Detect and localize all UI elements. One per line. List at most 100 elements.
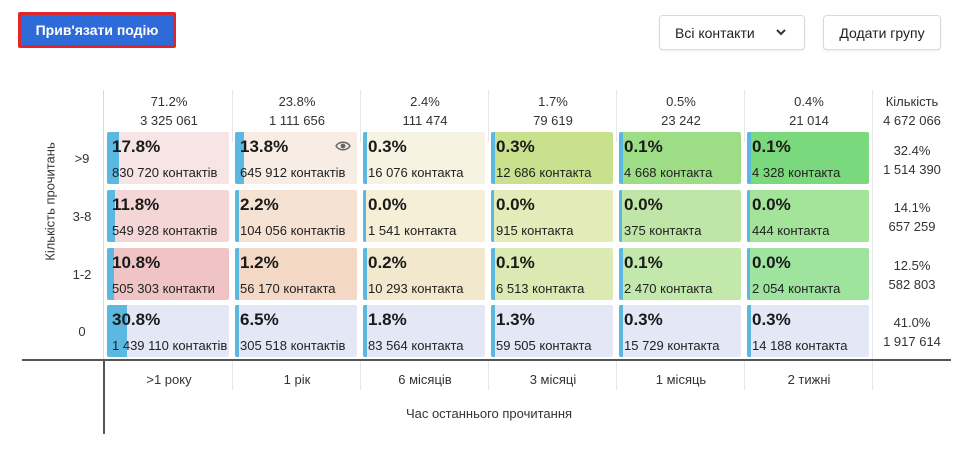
heatmap-cell[interactable]: 0.1% 4 668 контакта xyxy=(619,132,741,184)
column-percent: 0.4% xyxy=(794,94,824,109)
cell-percent: 2.2% xyxy=(240,195,279,214)
cell-contacts: 83 564 контакта xyxy=(368,338,464,353)
row-total-percent: 32.4% xyxy=(893,143,931,158)
cell-percent: 0.3% xyxy=(368,137,407,156)
share-bar xyxy=(363,305,367,357)
heatmap-cell[interactable]: 17.8% 830 720 контактів xyxy=(107,132,229,184)
row-total-percent: 12.5% xyxy=(893,258,931,273)
cell-contacts: 1 439 110 контактів xyxy=(112,338,228,353)
cell-percent: 0.0% xyxy=(752,195,791,214)
cell-contacts: 4 668 контакта xyxy=(624,165,713,180)
share-bar xyxy=(619,132,623,184)
axis-divider xyxy=(360,360,361,390)
cell-contacts: 4 328 контакта xyxy=(752,165,841,180)
column-header: 1.7% 79 619 xyxy=(489,92,617,130)
heatmap-cell[interactable]: 0.0% 1 541 контакта xyxy=(363,190,485,242)
heatmap-cell[interactable]: 1.3% 59 505 контакта xyxy=(491,305,613,357)
heatmap-cell[interactable]: 0.3% 14 188 контакта xyxy=(747,305,869,357)
cell-percent: 6.5% xyxy=(240,310,279,329)
column-header: 0.5% 23 242 xyxy=(617,92,745,130)
cell-percent: 0.2% xyxy=(368,253,407,272)
column-header: 0.4% 21 014 xyxy=(745,92,873,130)
cell-percent: 0.1% xyxy=(624,137,663,156)
add-group-button[interactable]: Додати групу xyxy=(823,15,941,50)
heatmap-cell[interactable]: 0.1% 4 328 контакта xyxy=(747,132,869,184)
cell-contacts: 915 контакта xyxy=(496,223,574,238)
column-count: 3 325 061 xyxy=(140,113,198,128)
share-bar xyxy=(747,305,751,357)
heatmap-cell[interactable]: 10.8% 505 303 контакти xyxy=(107,248,229,300)
heatmap-cell[interactable]: 6.5% 305 518 контактів xyxy=(235,305,357,357)
share-bar xyxy=(363,248,367,300)
heatmap-cell[interactable]: 30.8% 1 439 110 контактів xyxy=(107,305,229,357)
header-divider xyxy=(616,90,617,142)
heatmap-cell[interactable]: 0.0% 375 контакта xyxy=(619,190,741,242)
share-bar xyxy=(747,248,750,300)
x-axis-label: 3 місяці xyxy=(529,372,577,387)
cell-percent: 0.3% xyxy=(624,310,663,329)
share-bar xyxy=(363,190,366,242)
cell-contacts: 2 054 контакта xyxy=(752,281,841,296)
heatmap-cell[interactable]: 1.2% 56 170 контакта xyxy=(235,248,357,300)
totals-header-label: Кількість xyxy=(885,94,939,109)
chevron-down-icon xyxy=(776,29,786,36)
cell-contacts: 16 076 контакта xyxy=(368,165,464,180)
bind-event-button[interactable]: Прив'язати подію xyxy=(18,12,176,48)
row-total-percent: 41.0% xyxy=(893,315,931,330)
cell-percent: 13.8% xyxy=(240,137,289,156)
x-axis-label: 6 місяців xyxy=(398,372,452,387)
row-label: 0 xyxy=(78,324,86,339)
row-total-count: 1 514 390 xyxy=(883,162,941,177)
cell-contacts: 549 928 контактів xyxy=(112,223,218,238)
heatmap-cell[interactable]: 0.0% 915 контакта xyxy=(491,190,613,242)
totals-header-count: 4 672 066 xyxy=(883,113,941,128)
column-percent: 1.7% xyxy=(538,94,568,109)
cell-percent: 0.1% xyxy=(496,253,535,272)
heatmap-cell[interactable]: 0.0% 2 054 контакта xyxy=(747,248,869,300)
cell-contacts: 505 303 контакти xyxy=(112,281,215,296)
share-bar xyxy=(619,248,623,300)
cell-percent: 0.0% xyxy=(368,195,407,214)
column-percent: 71.2% xyxy=(150,94,188,109)
header-divider xyxy=(232,90,233,142)
cell-contacts: 375 контакта xyxy=(624,223,702,238)
column-header: 2.4% 111 474 xyxy=(361,92,489,130)
heatmap-cell[interactable]: 0.2% 10 293 контакта xyxy=(363,248,485,300)
eye-icon[interactable] xyxy=(335,140,351,152)
contacts-filter-dropdown[interactable]: Всі контакти xyxy=(659,15,805,50)
cell-contacts: 2 470 контакта xyxy=(624,281,713,296)
heatmap-cell[interactable]: 0.3% 15 729 контакта xyxy=(619,305,741,357)
row-total: 14.1% 657 259 xyxy=(872,198,952,236)
x-axis-label: 1 рік xyxy=(283,372,311,387)
heatmap-cell[interactable]: 0.0% 444 контакта xyxy=(747,190,869,242)
cell-contacts: 6 513 контакта xyxy=(496,281,585,296)
cell-contacts: 104 056 контактів xyxy=(240,223,346,238)
cell-contacts: 56 170 контакта xyxy=(240,281,336,296)
heatmap-cell[interactable]: 0.1% 2 470 контакта xyxy=(619,248,741,300)
cell-percent: 11.8% xyxy=(112,195,160,214)
row-label: >9 xyxy=(74,151,90,166)
axis-divider xyxy=(744,360,745,390)
cell-percent: 1.3% xyxy=(496,310,535,329)
share-bar xyxy=(235,132,244,184)
cell-percent: 0.0% xyxy=(752,253,791,272)
cell-percent: 0.3% xyxy=(496,137,535,156)
heatmap-cell[interactable]: 1.8% 83 564 контакта xyxy=(363,305,485,357)
cell-percent: 0.0% xyxy=(496,195,535,214)
x-axis-line xyxy=(22,359,951,361)
cell-percent: 1.8% xyxy=(368,310,407,329)
heatmap-cell[interactable]: 11.8% 549 928 контактів xyxy=(107,190,229,242)
axis-divider xyxy=(872,360,873,390)
column-percent: 2.4% xyxy=(410,94,440,109)
column-header: 23.8% 1 111 656 xyxy=(233,92,361,130)
heatmap-cell[interactable]: 0.1% 6 513 контакта xyxy=(491,248,613,300)
heatmap-cell[interactable]: 13.8% 645 912 контактів xyxy=(235,132,357,184)
heatmap-cell[interactable]: 2.2% 104 056 контактів xyxy=(235,190,357,242)
column-count: 1 111 656 xyxy=(269,113,325,128)
row-total-percent: 14.1% xyxy=(893,200,931,215)
heatmap-cell[interactable]: 0.3% 16 076 контакта xyxy=(363,132,485,184)
share-bar xyxy=(491,132,495,184)
row-total: 12.5% 582 803 xyxy=(872,256,952,294)
heatmap-cell[interactable]: 0.3% 12 686 контакта xyxy=(491,132,613,184)
cell-percent: 0.1% xyxy=(752,137,791,156)
